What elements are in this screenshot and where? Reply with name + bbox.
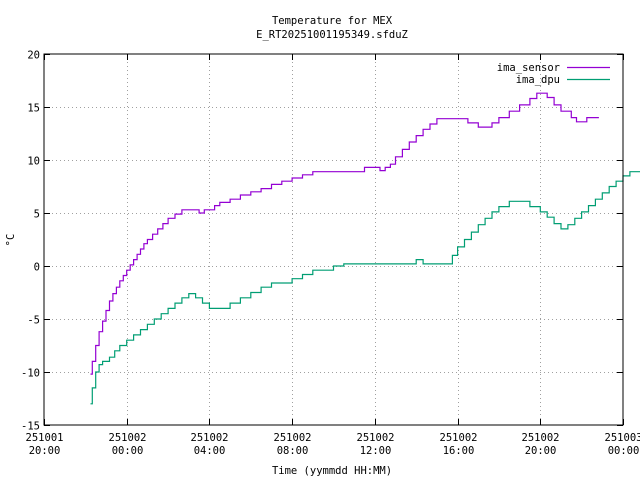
y-tick-label: 10 — [27, 156, 40, 168]
grid — [44, 54, 623, 425]
x-tick-label-date: 251002 — [109, 432, 147, 444]
x-axis-label: Time (yymmdd HH:MM) — [272, 465, 392, 477]
x-tick-label-time: 20:00 — [29, 445, 61, 457]
y-tick-label: 15 — [27, 103, 40, 115]
x-tick-label-time: 20:00 — [525, 445, 557, 457]
y-tick-label: 0 — [34, 262, 40, 274]
x-tick-label-date: 251002 — [522, 432, 560, 444]
y-tick-label: 5 — [34, 209, 40, 221]
legend-label-ima_dpu: ima_dpu — [516, 74, 560, 86]
x-tick-label-date: 251002 — [440, 432, 478, 444]
y-tick-label: -5 — [27, 315, 40, 327]
y-axis-label: °C — [5, 234, 17, 247]
x-tick-label-date: 251002 — [274, 432, 312, 444]
series-group — [90, 92, 640, 405]
y-tick-label: -15 — [21, 421, 40, 433]
x-tick-label-time: 12:00 — [360, 445, 392, 457]
legend-label-ima_sensor: ima_sensor — [497, 62, 560, 74]
x-tick-label-date: 251002 — [191, 432, 229, 444]
x-tick-label-date: 251002 — [357, 432, 395, 444]
x-tick-label-time: 04:00 — [194, 445, 226, 457]
plot-frame — [43, 53, 624, 426]
series-line-ima_dpu — [90, 171, 640, 405]
x-tick-label-time: 16:00 — [443, 445, 475, 457]
axis-ticks: -15-10-50510152025100120:0025100200:0025… — [21, 50, 640, 458]
x-tick-label-time: 00:00 — [112, 445, 144, 457]
series-line-ima_sensor — [90, 92, 599, 375]
x-tick-label-time: 08:00 — [277, 445, 309, 457]
y-tick-label: -10 — [21, 368, 40, 380]
chart-subtitle: E_RT20251001195349.sfduZ — [256, 29, 408, 41]
x-tick-label-time: 00:00 — [608, 445, 640, 457]
y-tick-label: 20 — [27, 50, 40, 62]
chart-title: Temperature for MEX — [272, 15, 393, 27]
x-tick-label-date: 251001 — [26, 432, 64, 444]
x-tick-label-date: 251003 — [605, 432, 640, 444]
